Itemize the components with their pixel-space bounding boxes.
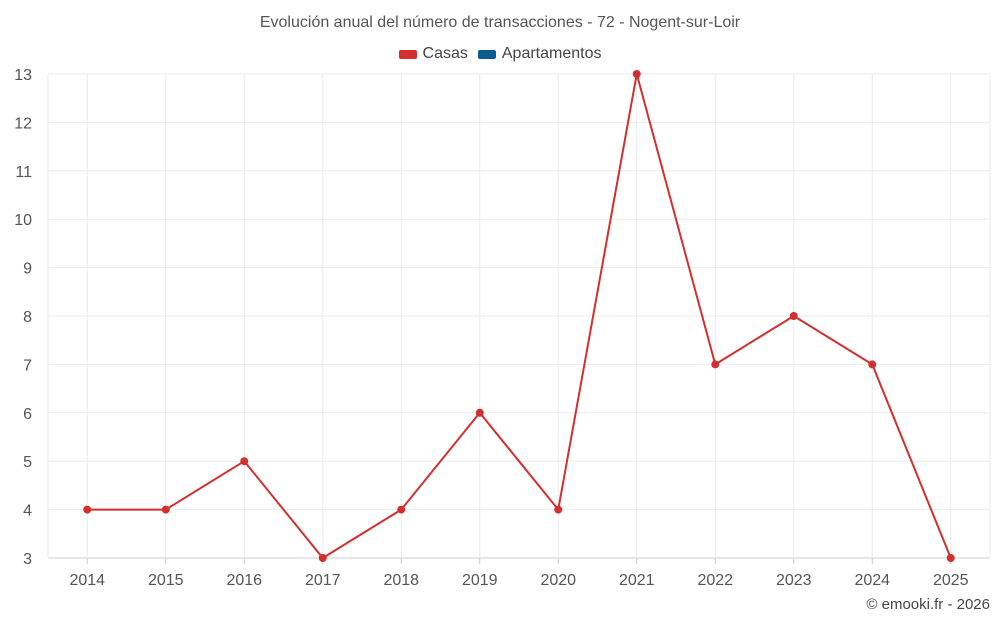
data-point-casas-2020[interactable] xyxy=(554,505,563,514)
legend-label-apartamentos: Apartamentos xyxy=(501,45,602,62)
x-tick-label-2020: 2020 xyxy=(540,572,576,589)
legend-item-apartamentos[interactable]: Apartamentos xyxy=(477,45,602,63)
x-tick-label-2021: 2021 xyxy=(619,572,655,589)
x-tick-label-2019: 2019 xyxy=(462,572,498,589)
data-point-casas-2015[interactable] xyxy=(161,505,170,514)
y-tick-label-7: 7 xyxy=(23,357,32,374)
data-point-casas-2019[interactable] xyxy=(475,408,484,417)
chart-title: Evolución anual del número de transaccio… xyxy=(259,14,741,31)
series-line-casas xyxy=(87,73,952,559)
y-tick-label-6: 6 xyxy=(23,406,32,423)
data-point-casas-2025[interactable] xyxy=(946,554,955,562)
y-tick-label-4: 4 xyxy=(23,503,32,520)
data-point-casas-2016[interactable] xyxy=(240,457,249,466)
data-point-casas-2023[interactable] xyxy=(789,312,798,320)
x-tick-label-2016: 2016 xyxy=(226,572,262,589)
x-tick-label-2018: 2018 xyxy=(383,572,419,589)
y-tick-label-10: 10 xyxy=(14,212,32,229)
legend-label-casas: Casas xyxy=(422,45,468,62)
y-tick-label-12: 12 xyxy=(14,115,32,132)
y-tick-label-9: 9 xyxy=(23,261,32,278)
x-tick-label-2022: 2022 xyxy=(697,572,733,589)
credit-text: © emooki.fr - 2026 xyxy=(866,596,990,613)
y-tick-label-8: 8 xyxy=(23,309,32,326)
x-tick-label-2025: 2025 xyxy=(933,572,969,589)
x-tick-label-2014: 2014 xyxy=(69,572,105,589)
y-tick-label-3: 3 xyxy=(23,551,32,568)
data-point-casas-2022[interactable] xyxy=(711,360,720,369)
data-point-casas-2017[interactable] xyxy=(318,554,327,562)
legend-swatch-apartamentos xyxy=(477,49,496,59)
data-point-casas-2021[interactable] xyxy=(632,70,641,78)
legend-item-casas[interactable]: Casas xyxy=(398,45,468,63)
x-tick-label-2017: 2017 xyxy=(305,572,341,589)
data-point-casas-2024[interactable] xyxy=(868,360,877,369)
x-tick-label-2024: 2024 xyxy=(854,572,890,589)
y-tick-label-13: 13 xyxy=(14,67,32,84)
x-tick-label-2015: 2015 xyxy=(148,572,184,589)
legend-swatch-casas xyxy=(398,49,417,59)
data-point-casas-2014[interactable] xyxy=(83,505,92,514)
y-tick-label-11: 11 xyxy=(15,164,32,181)
y-tick-label-5: 5 xyxy=(23,454,32,471)
x-tick-label-2023: 2023 xyxy=(776,572,812,589)
legend: Casas Apartamentos xyxy=(0,45,1000,63)
data-point-casas-2018[interactable] xyxy=(397,505,406,514)
